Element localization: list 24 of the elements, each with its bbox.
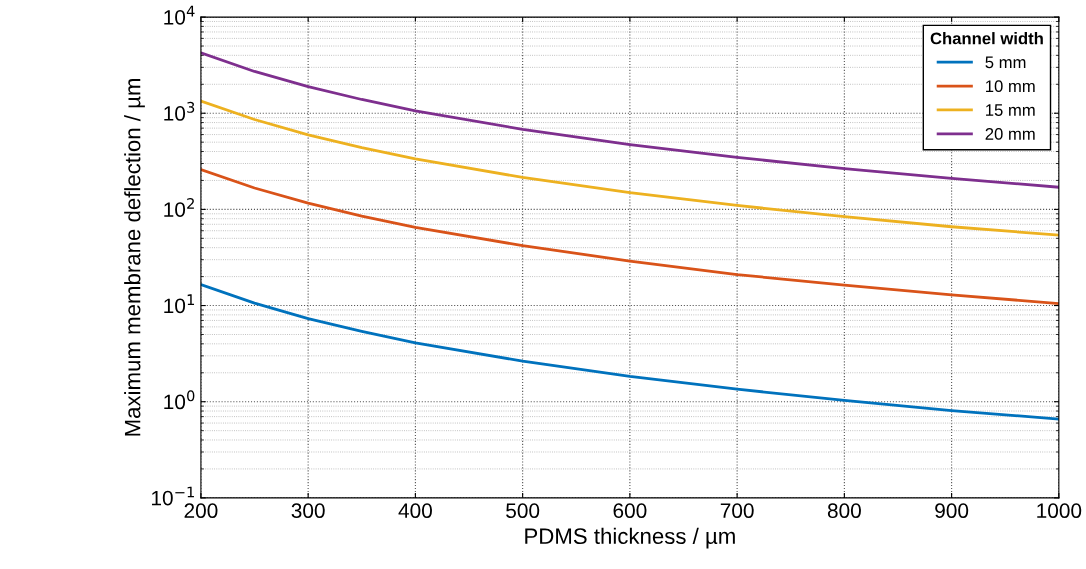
x-tick-label: 1000 xyxy=(1037,503,1082,519)
line-series xyxy=(200,168,1059,305)
line-series xyxy=(200,51,1059,189)
y-axis-title: Maximum membrane deflection / µm xyxy=(124,79,145,436)
x-tick-label: 900 xyxy=(935,503,969,519)
x-tick-label: 300 xyxy=(291,503,325,519)
x-tick-label: 400 xyxy=(398,503,432,519)
legend-label: 20 mm xyxy=(985,127,1035,140)
y-tick-label: 10$^{1}$ xyxy=(164,294,195,314)
legend-label: 15 mm xyxy=(986,104,1035,116)
y-tick-label: 10$^{2}$ xyxy=(164,197,194,217)
y-tick-label: 10$^{0}$ xyxy=(164,390,195,410)
x-tick-label: 500 xyxy=(506,503,540,519)
y-tick-label: 10$^{4}$ xyxy=(164,5,195,25)
x-tick-label: 800 xyxy=(827,503,861,519)
legend-title: Channel width xyxy=(930,32,1043,45)
line-series xyxy=(200,283,1059,421)
x-tick-label: 600 xyxy=(613,503,647,519)
legend-label: 5 mm xyxy=(985,56,1026,69)
y-tick-label: 10$^{3}$ xyxy=(164,101,195,121)
line-series xyxy=(200,99,1059,237)
legend-label: 10 mm xyxy=(986,80,1035,93)
x-axis-title: PDMS thickness / µm xyxy=(525,527,735,549)
x-tick-label: 700 xyxy=(720,503,754,519)
